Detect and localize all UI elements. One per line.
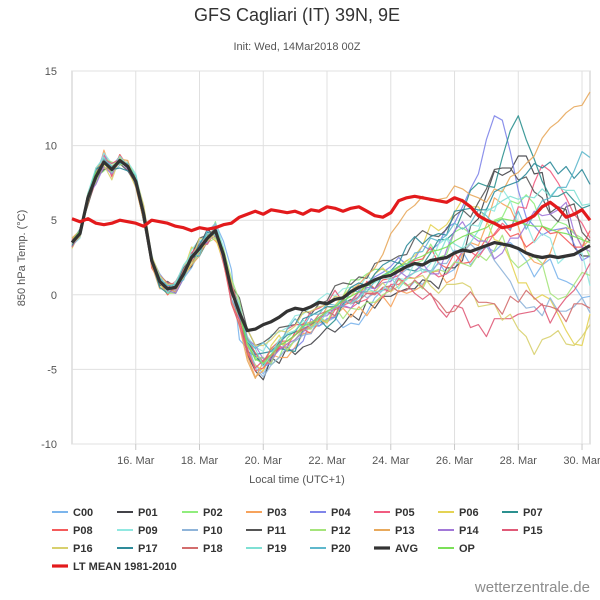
series-line-avg [70, 158, 591, 333]
series-line-p05 [71, 154, 591, 366]
legend-label-p09: P09 [138, 525, 158, 537]
legend-label-p15: P15 [523, 525, 543, 537]
x-tick-label: 22. Mar [308, 455, 346, 467]
legend-label-p10: P10 [203, 525, 223, 537]
series-line-p01 [71, 155, 590, 381]
legend-label-avg: AVG [395, 543, 418, 555]
y-tick-label: -5 [47, 364, 57, 376]
x-tick-label: 30. Mar [563, 455, 600, 467]
series-line-p17 [71, 161, 591, 356]
legend-label-p02: P02 [203, 507, 223, 519]
legend-label-p05: P05 [395, 507, 415, 519]
legend-label-p04: P04 [331, 507, 351, 519]
legend-label-lt-mean-1981-2010: LT MEAN 1981-2010 [73, 561, 177, 573]
legend-label-c00: C00 [73, 507, 93, 519]
legend-label-p07: P07 [523, 507, 543, 519]
legend-label-p13: P13 [395, 525, 415, 537]
legend-label-p12: P12 [331, 525, 351, 537]
grid [71, 70, 591, 445]
legend-label-p17: P17 [138, 543, 158, 555]
series-line-p08 [71, 154, 591, 372]
y-tick-label: 0 [51, 290, 57, 302]
series-line-c00 [71, 154, 591, 375]
y-axis-title: 850 hPa Temp. (°C) [16, 210, 28, 307]
x-axis-title: Local time (UTC+1) [249, 474, 345, 486]
series-lines [70, 91, 592, 381]
y-tick-label: 15 [45, 66, 57, 78]
chart-subtitle: Init: Wed, 14Mar2018 00Z [234, 41, 361, 53]
legend-label-p06: P06 [459, 507, 479, 519]
series-line-p02 [71, 161, 591, 366]
x-tick-label: 26. Mar [436, 455, 474, 467]
watermark: wetterzentrale.de [474, 579, 590, 596]
series-line-lt-mean-1981-2010 [71, 194, 592, 233]
legend-label-op: OP [459, 543, 475, 555]
legend-label-p19: P19 [267, 543, 287, 555]
legend-label-p20: P20 [331, 543, 351, 555]
x-tick-label: 20. Mar [245, 455, 283, 467]
x-tick-label: 24. Mar [372, 455, 410, 467]
series-line-p12 [71, 158, 591, 364]
series-line-p15 [71, 158, 591, 369]
y-tick-label: -10 [41, 439, 57, 451]
series-line-p13 [71, 91, 591, 379]
legend-label-p01: P01 [138, 507, 158, 519]
legend-label-p14: P14 [459, 525, 479, 537]
legend-label-p18: P18 [203, 543, 223, 555]
x-tick-label: 16. Mar [117, 455, 155, 467]
legend-label-p16: P16 [73, 543, 93, 555]
y-tick-label: 5 [51, 215, 57, 227]
x-tick-label: 28. Mar [500, 455, 538, 467]
chart-title: GFS Cagliari (IT) 39N, 9E [194, 5, 400, 25]
series-line-p06 [71, 158, 591, 372]
axes: 15 10 5 0 -5 -10 16. Mar 18. Mar 20. Mar 22. Mar 2… [41, 66, 600, 467]
legend: C00 P01 P02 P03 P04 P05 P06 P07 P08 P09 P10 P11 P12 P… [52, 507, 543, 573]
x-tick-label: 18. Mar [181, 455, 219, 467]
legend-label-p08: P08 [73, 525, 93, 537]
legend-label-p03: P03 [267, 507, 287, 519]
y-tick-label: 10 [45, 141, 57, 153]
series-line-p10 [71, 162, 591, 378]
legend-label-p11: P11 [267, 525, 286, 537]
